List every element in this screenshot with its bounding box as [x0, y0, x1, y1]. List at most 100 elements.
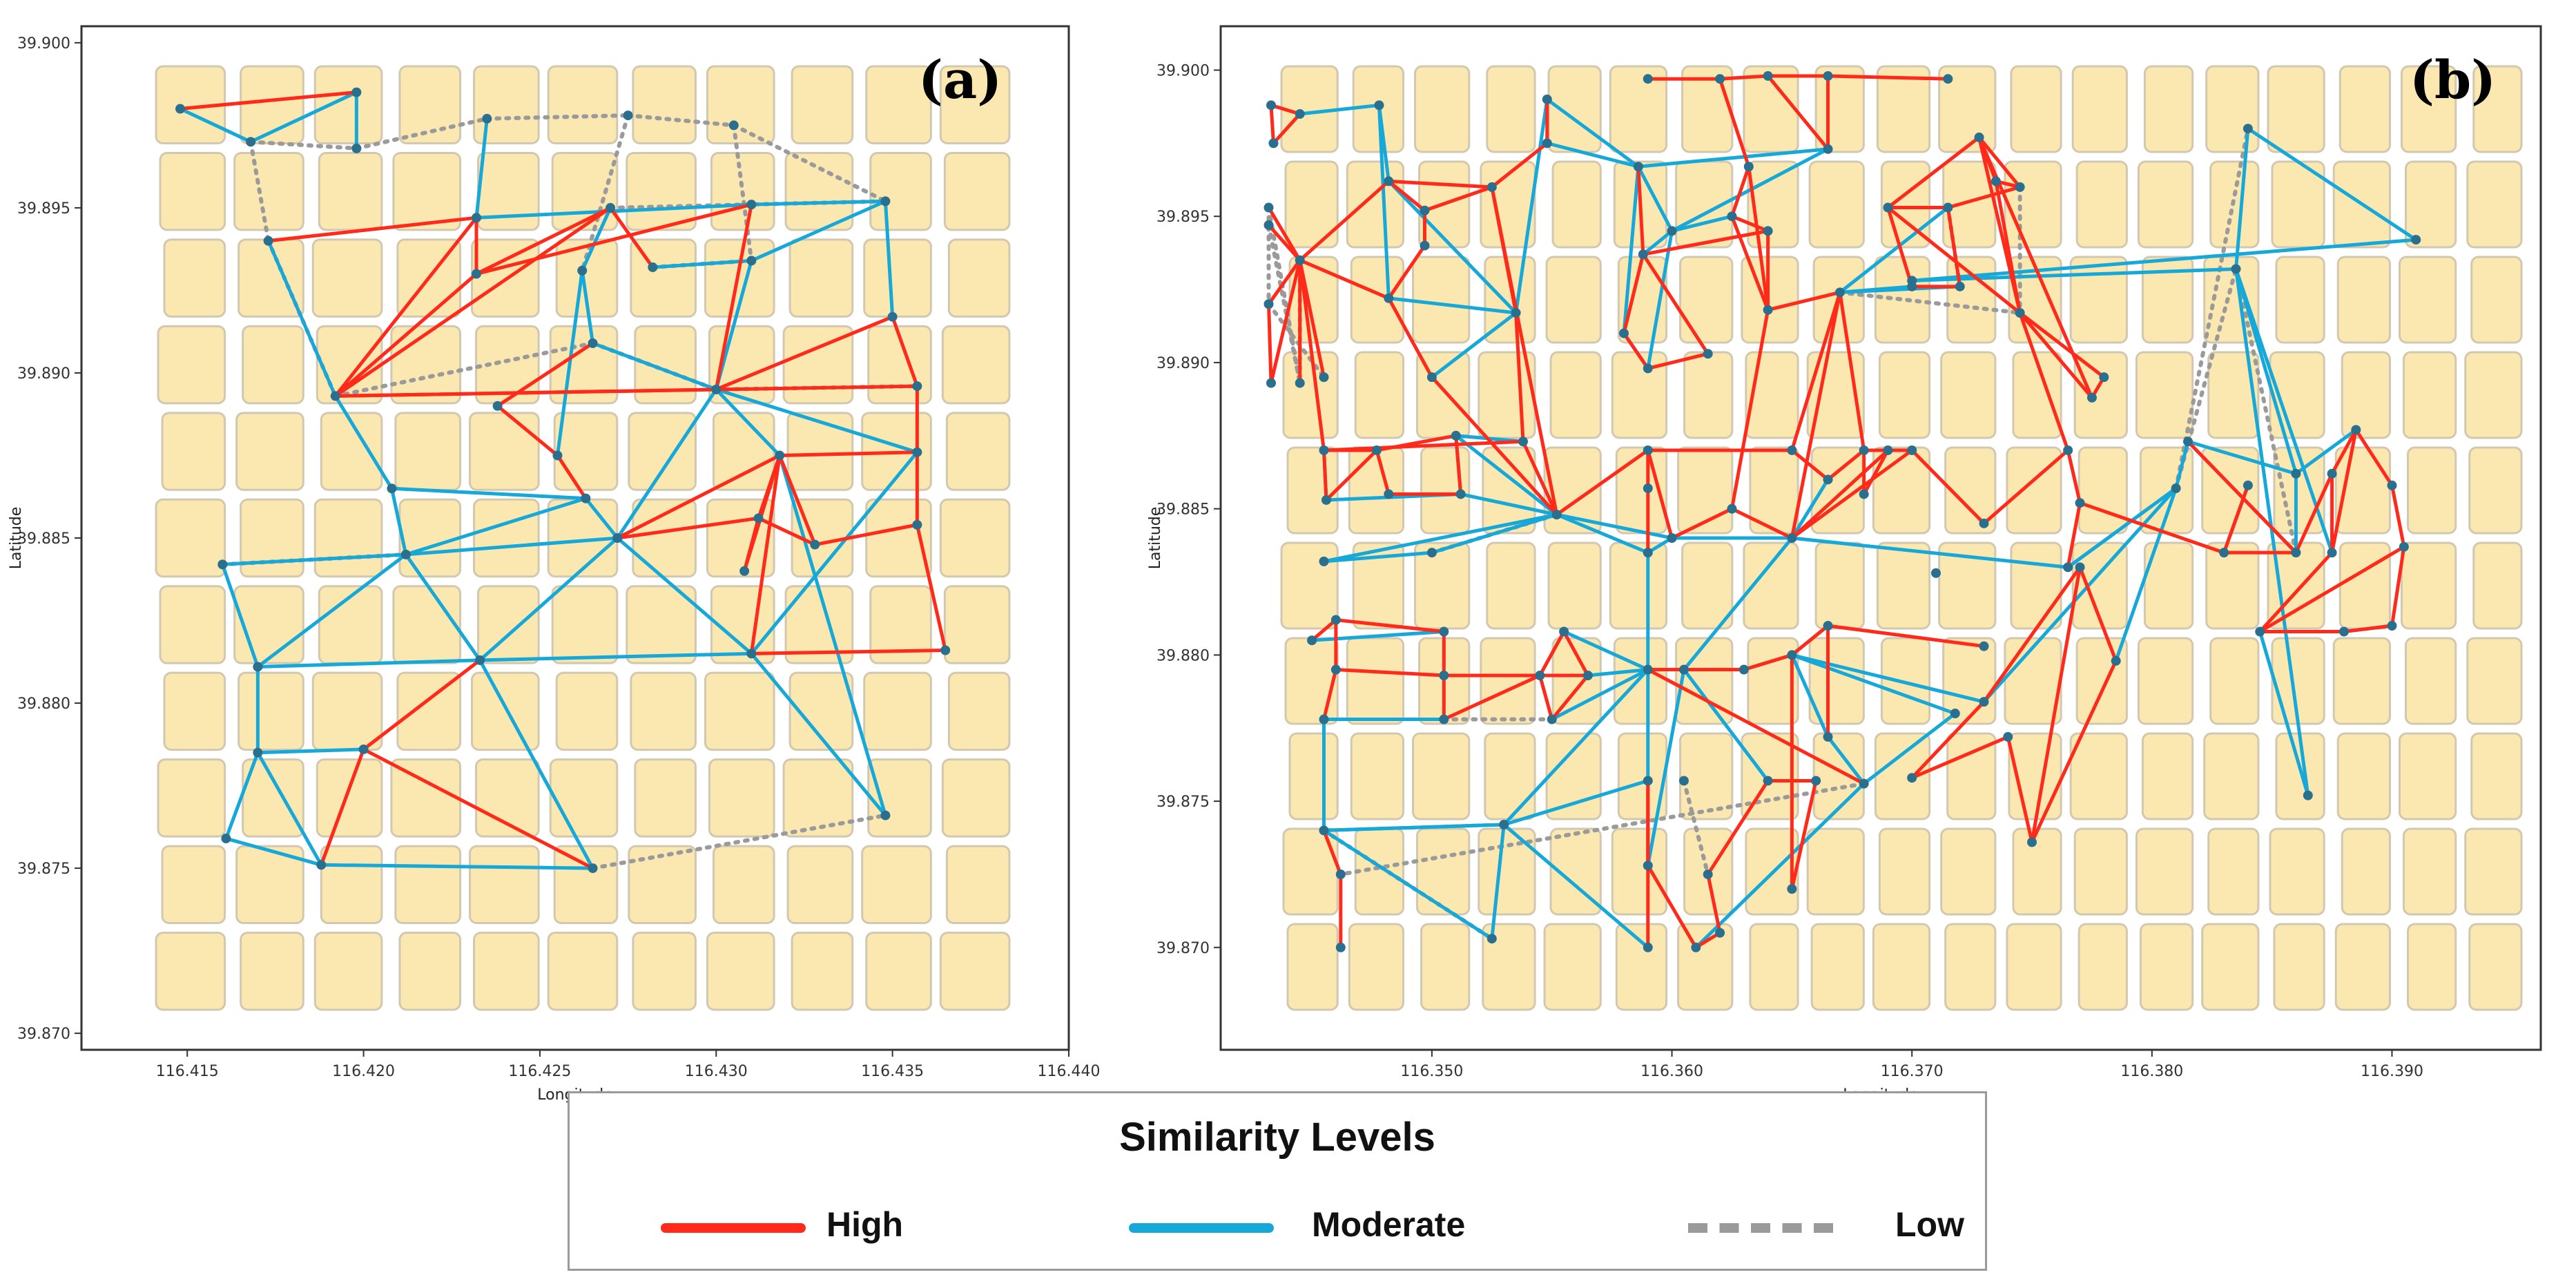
node [1859, 778, 1869, 789]
city-block [2203, 732, 2260, 820]
edge-low [1681, 778, 1710, 876]
node [880, 196, 891, 207]
node [1420, 205, 1430, 215]
node [1678, 664, 1689, 675]
y-tick-label: 39.895 [17, 200, 70, 218]
edge-high [1271, 112, 1302, 145]
city-block [313, 498, 383, 578]
city-block [1543, 923, 1602, 1011]
node [623, 111, 633, 121]
city-block [477, 585, 540, 664]
edge-moderate [1670, 147, 1830, 233]
city-block [710, 585, 775, 664]
edge-high [813, 523, 919, 547]
y-tick-label: 39.880 [17, 695, 70, 713]
node [1266, 378, 1277, 388]
y-axis-label: Latitude [1147, 507, 1164, 570]
edge-high [1946, 185, 2022, 210]
node [1486, 182, 1497, 192]
city-block [1486, 541, 1536, 630]
node [2387, 621, 2397, 631]
node [1859, 445, 1869, 455]
city-block [2275, 256, 2325, 344]
city-block [318, 151, 383, 231]
node [1643, 861, 1653, 871]
edge-high [1766, 290, 1842, 312]
y-tick-label: 39.880 [1156, 647, 1210, 664]
edge-high [1269, 103, 1275, 145]
city-block [320, 412, 383, 491]
city-block [2400, 541, 2457, 630]
edge-moderate [1682, 668, 1770, 783]
node [1823, 70, 1833, 81]
city-block [943, 151, 1011, 231]
city-block [313, 65, 383, 144]
edge-moderate [2234, 267, 2310, 798]
edge-high [777, 450, 919, 457]
edge-moderate [474, 117, 489, 220]
city-block [471, 671, 540, 751]
node [217, 559, 228, 570]
edge-high [1790, 290, 1842, 452]
city-block [392, 585, 462, 664]
city-block [2267, 65, 2325, 153]
legend-high-swatch [661, 1223, 806, 1233]
city-block [1346, 160, 1405, 249]
node [1542, 94, 1552, 104]
edge-high [1386, 244, 1426, 300]
city-block [1348, 923, 1405, 1011]
node [2243, 124, 2253, 134]
node [1667, 533, 1677, 543]
node [1703, 349, 1713, 359]
city-block [2269, 827, 2325, 916]
edge-moderate [1586, 668, 1650, 678]
edge-high [2390, 483, 2406, 549]
legend-item-high: High [612, 1204, 1027, 1245]
edge-high [2186, 439, 2298, 555]
edge-moderate [1555, 512, 1674, 540]
city-block [1609, 65, 1668, 153]
edge-high [1994, 179, 2022, 315]
edge-high [1555, 448, 1650, 517]
city-block [2012, 351, 2062, 439]
edge-high [1646, 352, 1710, 370]
city-block [2470, 256, 2523, 344]
city-block [235, 412, 304, 491]
edge-high [1550, 673, 1590, 722]
edge-high [333, 272, 478, 398]
y-tick-label: 39.885 [1156, 501, 1210, 519]
edge-high [2258, 550, 2334, 633]
city-block [2404, 637, 2457, 725]
edge-high [2354, 428, 2394, 488]
node [1823, 474, 1833, 485]
city-block [398, 932, 462, 1011]
node [1426, 548, 1437, 558]
edge-moderate [224, 836, 323, 867]
city-block [1681, 65, 1734, 153]
edge-moderate [883, 199, 895, 319]
edge-high [1730, 164, 1751, 218]
nodes [1263, 70, 2421, 952]
city-block [2071, 65, 2128, 153]
y-tick-label: 39.885 [17, 530, 70, 548]
node [1739, 664, 1749, 675]
edge-high [1730, 308, 1770, 511]
node [1787, 884, 1797, 894]
city-block [1286, 446, 1339, 535]
city-block [1414, 65, 1471, 153]
node [912, 519, 922, 530]
city-block [469, 845, 540, 925]
edge-high [1790, 448, 1914, 540]
node [2086, 392, 2097, 403]
edge-moderate [777, 453, 887, 818]
city-block [626, 585, 697, 664]
plot-frame [1219, 25, 2542, 1051]
edge-moderate [224, 751, 260, 841]
node [2351, 425, 2361, 435]
edge-moderate [1694, 782, 1866, 950]
city-block [708, 758, 775, 838]
city-block [161, 412, 226, 491]
node [2015, 307, 2025, 318]
city-block [2135, 351, 2194, 439]
city-block [2137, 637, 2194, 725]
